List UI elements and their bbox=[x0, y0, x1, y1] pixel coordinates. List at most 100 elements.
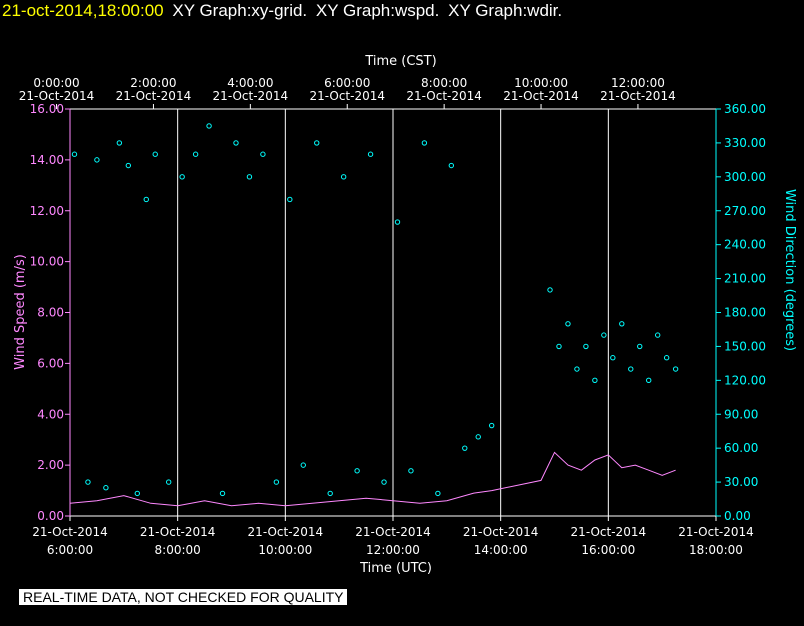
wind-direction-point bbox=[646, 377, 652, 384]
wind-direction-point bbox=[637, 343, 643, 350]
wind-direction-point bbox=[610, 355, 616, 361]
chart-header: 21-oct-2014,18:00:00 XY Graph:xy-grid. X… bbox=[2, 1, 566, 23]
wind-direction-point bbox=[574, 366, 580, 372]
left-tick-label: 4.00 bbox=[37, 407, 64, 421]
wind-direction-point bbox=[94, 157, 100, 163]
wind-direction-point bbox=[134, 490, 140, 497]
left-tick-label: 0.00 bbox=[37, 509, 64, 523]
graph-label-wspd: XY Graph:wspd. bbox=[315, 1, 440, 20]
wind-direction-point bbox=[435, 490, 441, 497]
bottom-tick-time: 14:00:00 bbox=[474, 543, 528, 557]
right-tick-label: 300.00 bbox=[724, 170, 766, 184]
wind-direction-point bbox=[488, 422, 495, 429]
bottom-tick-time: 16:00:00 bbox=[581, 543, 635, 557]
wind-direction-point bbox=[179, 174, 185, 180]
wind-direction-point bbox=[663, 355, 670, 361]
top-tick-time: 2:00:00 bbox=[130, 76, 176, 90]
bottom-tick-date: 21-Oct-2014 bbox=[463, 525, 539, 539]
wind-direction-point bbox=[246, 174, 253, 180]
wind-direction-point bbox=[619, 321, 625, 327]
wind-direction-point bbox=[260, 151, 266, 157]
wind-direction-point bbox=[583, 343, 589, 350]
left-tick-label: 14.00 bbox=[30, 153, 64, 167]
wind-direction-point bbox=[462, 445, 468, 451]
left-tick-label: 12.00 bbox=[30, 204, 64, 218]
top-tick-date: 21-Oct-2014 bbox=[600, 89, 676, 103]
bottom-tick-date: 21-Oct-2014 bbox=[140, 525, 216, 539]
left-tick-label: 8.00 bbox=[37, 306, 64, 320]
wind-direction-point bbox=[672, 366, 679, 372]
wind-direction-point bbox=[565, 321, 571, 327]
bottom-tick-time: 10:00:00 bbox=[258, 543, 312, 557]
right-tick-label: 270.00 bbox=[724, 204, 766, 218]
right-axis-title: Wind Direction (degrees) bbox=[782, 189, 797, 351]
right-tick-label: 30.00 bbox=[724, 475, 758, 489]
wind-direction-series bbox=[71, 123, 679, 497]
wind-direction-point bbox=[628, 366, 634, 372]
wind-speed-line bbox=[69, 451, 676, 507]
bottom-tick-date: 21-Oct-2014 bbox=[571, 525, 647, 539]
grid-lines bbox=[177, 109, 609, 516]
wind-direction-point bbox=[116, 140, 123, 146]
top-tick-time: 4:00:00 bbox=[227, 76, 273, 90]
axis-labels: Time (CST) Time (UTC) Wind Speed (m/s) W… bbox=[13, 54, 797, 576]
timestamp: 21-oct-2014,18:00:00 bbox=[2, 1, 164, 20]
wind-direction-point bbox=[300, 462, 306, 468]
wind-direction-point bbox=[394, 219, 401, 225]
top-tick-time: 0:00:00 bbox=[33, 76, 79, 90]
top-tick-date: 21-Oct-2014 bbox=[309, 89, 385, 103]
top-tick-date: 21-Oct-2014 bbox=[19, 89, 95, 103]
wind-direction-point bbox=[367, 151, 374, 157]
wind-direction-point bbox=[592, 377, 598, 384]
right-tick-label: 150.00 bbox=[724, 339, 766, 353]
top-tick-time: 12:00:00 bbox=[611, 76, 665, 90]
right-tick-label: 360.00 bbox=[724, 102, 766, 116]
wind-direction-point bbox=[206, 123, 212, 129]
top-tick-date: 21-Oct-2014 bbox=[406, 89, 482, 103]
wind-direction-point bbox=[475, 434, 481, 440]
wind-direction-point bbox=[547, 287, 553, 293]
wind-direction-point bbox=[143, 196, 149, 203]
right-tick-label: 240.00 bbox=[724, 238, 766, 252]
quality-banner: REAL-TIME DATA, NOT CHECKED FOR QUALITY bbox=[19, 589, 348, 605]
wind-direction-point bbox=[152, 151, 158, 157]
graph-label-xy-grid: XY Graph:xy-grid. bbox=[172, 1, 308, 20]
wind-direction-point bbox=[273, 479, 280, 485]
right-tick-label: 330.00 bbox=[724, 136, 766, 150]
wind-direction-point bbox=[556, 343, 562, 350]
wind-direction-point bbox=[601, 332, 607, 338]
left-axis-title: Wind Speed (m/s) bbox=[13, 254, 28, 370]
left-tick-label: 2.00 bbox=[37, 458, 64, 472]
wind-direction-point bbox=[448, 162, 455, 169]
right-tick-label: 90.00 bbox=[724, 407, 758, 421]
wind-direction-point bbox=[219, 490, 226, 497]
wind-direction-point bbox=[103, 485, 109, 491]
wind-direction-point bbox=[71, 151, 78, 157]
top-tick-date: 21-Oct-2014 bbox=[116, 89, 192, 103]
axes: 21-Oct-20146:00:0021-Oct-20148:00:0021-O… bbox=[19, 76, 766, 557]
top-tick-time: 10:00:00 bbox=[514, 76, 568, 90]
top-tick-time: 6:00:00 bbox=[324, 76, 370, 90]
wind-direction-point bbox=[327, 490, 333, 497]
right-tick-label: 60.00 bbox=[724, 441, 758, 455]
wind-direction-point bbox=[381, 479, 387, 485]
left-tick-label: 16.00 bbox=[30, 102, 64, 116]
wind-direction-point bbox=[125, 162, 132, 169]
bottom-tick-time: 18:00:00 bbox=[689, 543, 743, 557]
wind-direction-point bbox=[192, 151, 199, 157]
bottom-tick-date: 21-Oct-2014 bbox=[248, 525, 324, 539]
wind-direction-point bbox=[314, 140, 320, 146]
wind-direction-point bbox=[421, 140, 428, 146]
top-tick-date: 21-Oct-2014 bbox=[213, 89, 289, 103]
wind-direction-point bbox=[233, 140, 239, 146]
bottom-tick-time: 12:00:00 bbox=[366, 543, 420, 557]
bottom-tick-time: 8:00:00 bbox=[155, 543, 201, 557]
bottom-tick-date: 21-Oct-2014 bbox=[355, 525, 431, 539]
wind-direction-point bbox=[340, 174, 347, 180]
bottom-axis-title: Time (UTC) bbox=[359, 561, 432, 576]
bottom-tick-date: 21-Oct-2014 bbox=[678, 525, 754, 539]
wind-direction-point bbox=[85, 479, 91, 485]
left-tick-label: 6.00 bbox=[37, 356, 64, 370]
right-tick-label: 120.00 bbox=[724, 373, 766, 387]
